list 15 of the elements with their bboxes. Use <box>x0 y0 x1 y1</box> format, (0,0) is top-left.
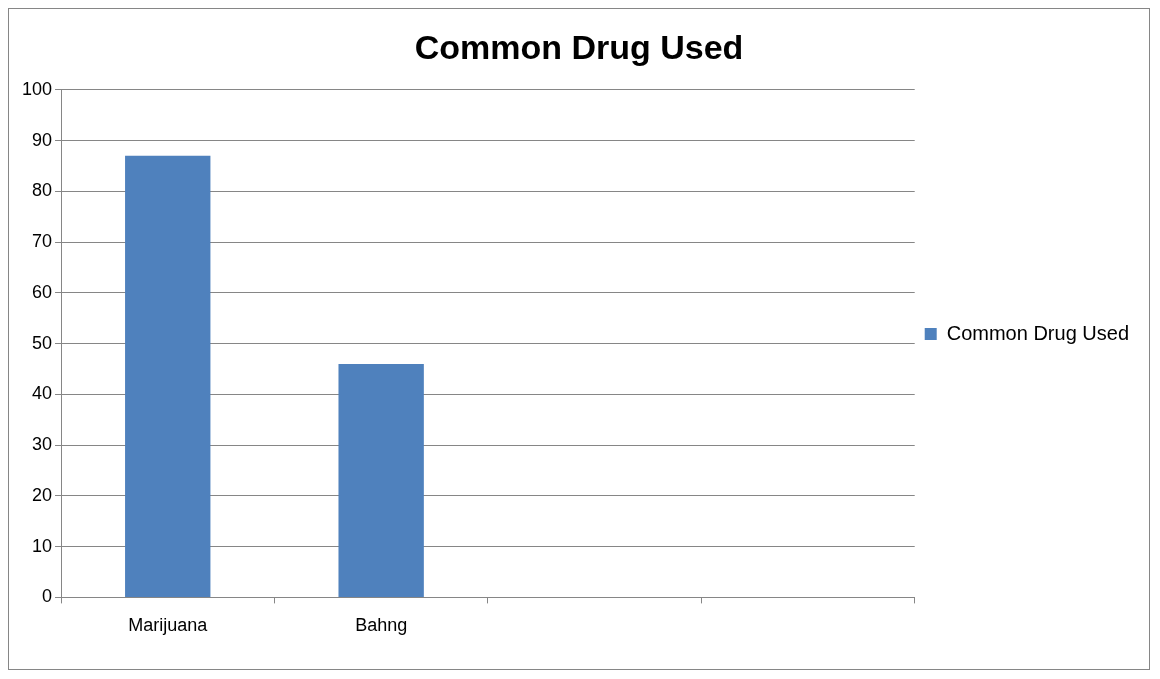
y-tick-label: 10 <box>32 535 53 556</box>
y-tick-label: 0 <box>42 586 53 607</box>
y-tick-label: 80 <box>32 180 53 201</box>
y-tick-label: 40 <box>32 383 53 404</box>
chart-title: Common Drug Used <box>414 27 744 66</box>
y-tick-label: 20 <box>32 484 53 505</box>
legend-label: Common Drug Used <box>946 321 1130 344</box>
x-tick-label: Marijuana <box>128 615 209 636</box>
y-tick-label: 100 <box>21 78 53 99</box>
y-tick-label: 50 <box>32 332 53 353</box>
y-tick-label: 30 <box>32 434 53 455</box>
y-tick-label: 90 <box>32 129 53 150</box>
y-tick-label: 70 <box>32 231 53 252</box>
x-tick-label: Bahng <box>355 615 408 636</box>
y-tick-label: 60 <box>32 281 53 302</box>
